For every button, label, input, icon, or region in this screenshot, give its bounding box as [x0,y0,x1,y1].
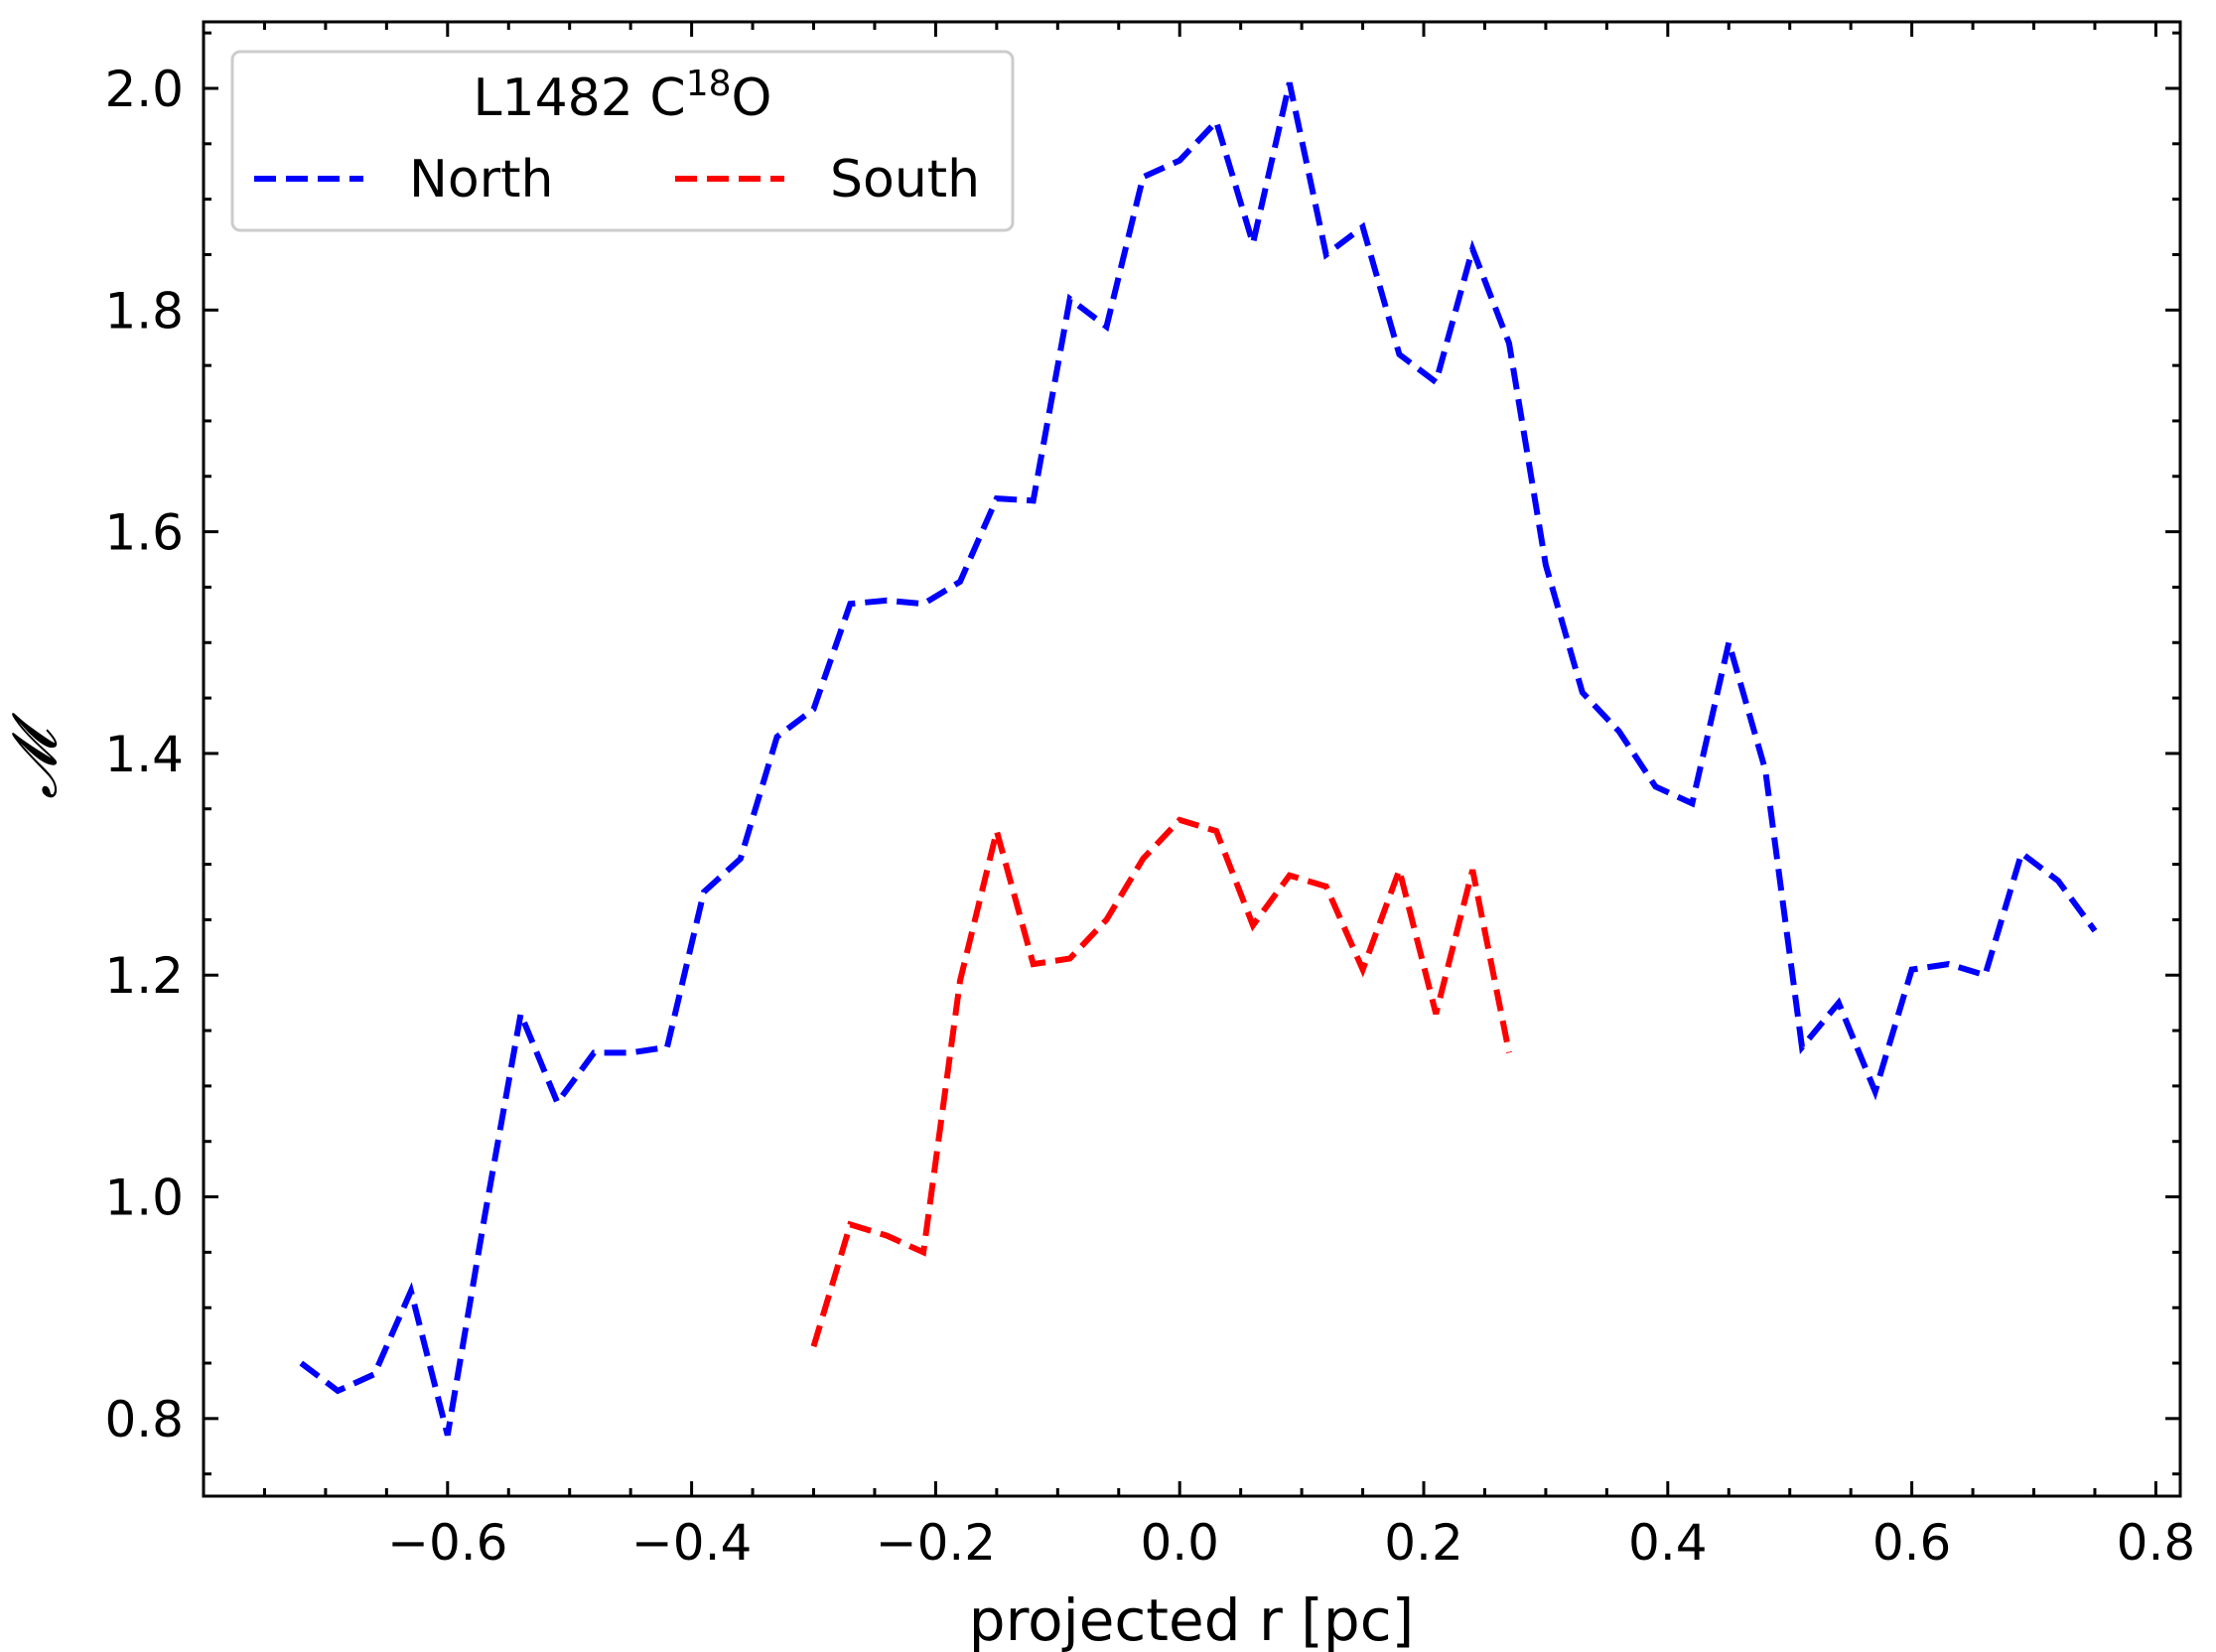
y-tick-label: 1.8 [104,282,184,340]
data-point-south [1179,819,1180,820]
data-point-north [813,709,814,710]
data-point-south [1106,919,1107,920]
data-point-south [1289,875,1290,876]
legend-south-label: South [830,150,980,209]
legend-title: L1482 C18O [474,64,772,128]
data-point-north [1582,692,1583,693]
data-point-north [1289,82,1290,83]
y-tick-label: 1.0 [104,1170,184,1227]
y-axis-ticks: 0.8 1.0 1.2 1.4 1.6 1.8 2.0 [104,31,2180,1476]
data-point-north [338,1390,339,1391]
data-point-north [1765,769,1766,770]
data-point-south [813,1346,814,1347]
data-point-north [374,1374,375,1375]
data-point-north [996,498,997,499]
data-point-north [301,1363,302,1364]
x-axis-label: projected r [pc] [969,1586,1414,1652]
y-tick-label: 0.8 [104,1391,184,1448]
data-point-north [557,1102,558,1103]
legend-box [230,50,1015,232]
data-point-north [1729,642,1730,643]
data-point-north [594,1052,595,1053]
x-tick-label: 0.6 [1872,1514,1952,1572]
data-point-south [1362,969,1363,970]
data-point-north [1069,299,1070,300]
data-point-south [923,1252,924,1253]
data-point-north [1399,353,1400,354]
data-point-north [1911,969,1912,970]
y-tick-label: 1.2 [104,947,184,1005]
data-point-north [1436,381,1437,382]
series-layer [299,81,2098,1437]
data-point-north [959,581,960,582]
data-point-north [2058,881,2059,882]
data-point-south [1069,958,1070,959]
data-point-south [959,980,960,981]
data-point-north [2094,930,2095,931]
data-point-north [1179,160,1180,161]
data-point-north [887,600,888,601]
plot-area-frame [202,20,2182,1498]
data-point-north [1692,803,1693,804]
x-tick-label: 0.4 [1628,1514,1708,1572]
x-tick-label: −0.2 [876,1514,996,1572]
data-point-south [1436,1014,1437,1015]
data-point-south [1033,964,1034,965]
data-point-south [1216,831,1217,832]
data-point-south [850,1224,851,1225]
legend-north-label: North [409,150,553,209]
data-point-north [923,604,924,605]
data-point-north [776,737,777,738]
data-point-north [1802,1046,1803,1047]
x-tick-label: −0.6 [387,1514,507,1572]
data-point-south [1325,886,1326,887]
data-point-north [447,1435,448,1436]
data-point-south [1472,870,1473,871]
data-point-north [1362,226,1363,227]
data-point-north [1033,500,1034,501]
data-point-north [630,1052,631,1053]
data-point-north [1143,177,1144,178]
x-tick-label: 0.2 [1384,1514,1463,1572]
x-tick-label: 0.8 [2117,1514,2196,1572]
x-tick-label: −0.4 [631,1514,752,1572]
data-point-north [1985,975,1986,976]
data-point-north [1838,1003,1839,1004]
data-point-south [887,1235,888,1236]
data-point-north [1948,964,1949,965]
data-point-north [1545,565,1546,566]
data-point-north [703,892,704,893]
data-point-north [1655,786,1656,787]
data-point-north [740,858,741,859]
data-point-north [484,1218,485,1219]
series-line-south [810,816,1512,1348]
data-point-north [1106,327,1107,328]
data-point-south [1509,1052,1510,1053]
data-point-north [1874,1091,1875,1092]
data-point-north [1509,343,1510,344]
data-point-south [996,831,997,832]
data-point-north [1618,731,1619,732]
data-point-south [1252,924,1253,925]
x-axis-ticks: −0.6 −0.4 −0.2 0.0 0.2 0.4 0.6 0.8 [202,22,2196,1572]
data-point-north [850,604,851,605]
data-point-north [410,1291,411,1292]
data-point-north [520,1014,521,1015]
data-point-north [1252,243,1253,244]
series-line-north [299,81,2098,1437]
data-point-north [2021,853,2022,854]
y-tick-label: 1.4 [104,726,184,783]
data-point-north [1325,254,1326,255]
data-point-north [1472,248,1473,249]
data-point-south [1143,858,1144,859]
x-tick-label: 0.0 [1140,1514,1219,1572]
data-point-north [1216,121,1217,122]
y-tick-label: 2.0 [104,61,184,118]
legend: L1482 C18O North South [230,50,1015,232]
data-point-north [667,1046,668,1047]
data-point-south [1399,870,1400,871]
y-tick-label: 1.6 [104,504,184,562]
